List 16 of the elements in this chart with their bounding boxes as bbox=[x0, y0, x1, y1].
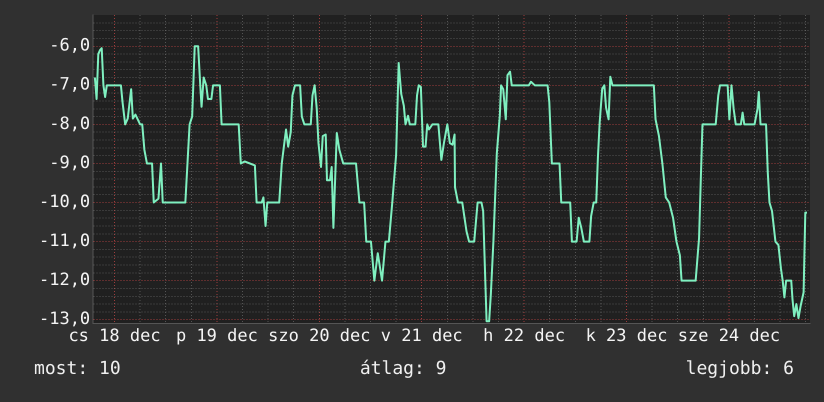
text: legjobb: 6 bbox=[686, 358, 794, 379]
y-tick-label: -12,0 bbox=[38, 270, 90, 290]
y-tick-label: -10,0 bbox=[38, 192, 90, 212]
y-tick-label: -7,0 bbox=[49, 74, 90, 95]
x-tick-label: h 22 dec bbox=[483, 326, 566, 346]
x-tick-label: szo 20 dec bbox=[268, 326, 370, 346]
y-tick-label: -9,0 bbox=[49, 152, 90, 173]
text: átlag: 9 bbox=[360, 358, 447, 379]
text: most: 10 bbox=[34, 358, 121, 379]
x-tick-label: p 19 dec bbox=[176, 326, 258, 346]
x-tick-label: k 23 dec bbox=[586, 326, 668, 346]
x-tick-label: v 21 dec bbox=[380, 326, 463, 346]
y-tick-label: -6,0 bbox=[49, 36, 90, 56]
y-tick-label: -8,0 bbox=[49, 114, 90, 134]
x-tick-label: sze 24 dec bbox=[678, 326, 780, 346]
y-tick-label: -11,0 bbox=[38, 230, 90, 251]
